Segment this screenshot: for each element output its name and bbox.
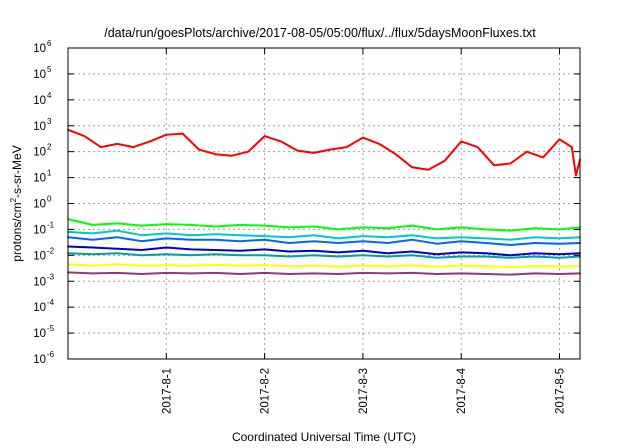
- y-tick-label: 104: [33, 91, 52, 107]
- y-tick-label: 102: [33, 143, 52, 159]
- y-tick-label: 101: [33, 169, 52, 185]
- y-tick-label: 105: [33, 65, 52, 81]
- y-tick-label: 100: [33, 195, 52, 211]
- x-tick-label: 2017-8-5: [555, 368, 567, 414]
- grid: [68, 48, 580, 359]
- x-tick-label: 2017-8-1: [161, 368, 173, 414]
- chart-title: /data/run/goesPlots/archive/2017-08-05/0…: [104, 26, 536, 40]
- series-line: [67, 263, 581, 269]
- series-line: [67, 229, 581, 241]
- series-line: [67, 128, 581, 177]
- x-tick-label: 2017-8-4: [456, 367, 468, 414]
- y-tick-label: 103: [33, 117, 52, 133]
- y-axis: 10-6 10-5 10-4 10-3 10-2 10-1 100 101 102 103 104 1…: [33, 39, 580, 366]
- series-line: [67, 271, 581, 276]
- y-tick-label: 10-5: [33, 324, 54, 340]
- series-line: [67, 252, 581, 259]
- x-tick-label: 2017-8-3: [358, 368, 370, 414]
- x-tick-label: 2017-8-2: [260, 368, 272, 414]
- series-line: [67, 218, 581, 232]
- series-line: [67, 236, 581, 246]
- y-axis-label: protons/cm2-s-sr-MeV: [9, 145, 24, 261]
- y-tick-label: 10-4: [33, 298, 54, 314]
- x-axis: 2017-8-1 2017-8-2 2017-8-3 2017-8-4 2017-8-5: [161, 48, 567, 414]
- y-tick-label: 106: [33, 39, 52, 55]
- y-tick-label: 10-3: [33, 272, 54, 288]
- series-layer: [67, 128, 581, 276]
- series-line: [67, 245, 581, 257]
- y-tick-label: 10-1: [33, 220, 54, 236]
- x-axis-label: Coordinated Universal Time (UTC): [232, 430, 416, 444]
- y-tick-label: 10-2: [33, 246, 54, 262]
- y-tick-label: 10-6: [33, 350, 54, 366]
